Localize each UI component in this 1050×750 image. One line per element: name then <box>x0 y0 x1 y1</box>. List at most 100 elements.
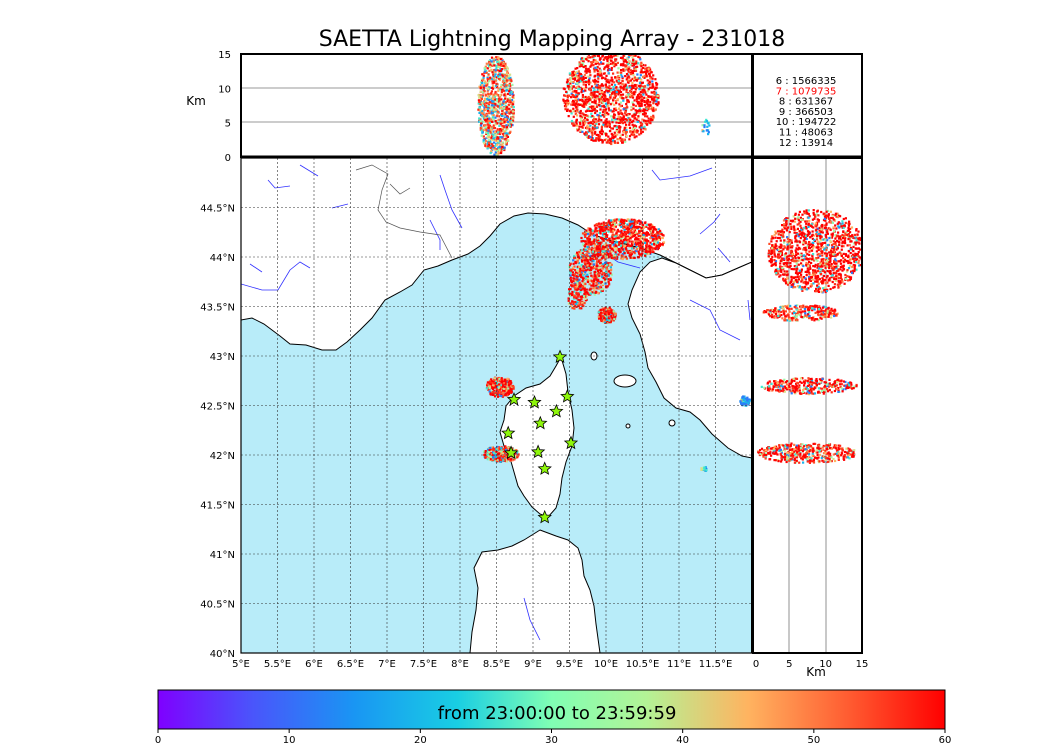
lightning-source <box>615 218 618 221</box>
lightning-source <box>622 88 625 91</box>
lightning-source <box>592 286 595 290</box>
lightning-source <box>496 105 499 108</box>
lightning-source <box>589 74 592 77</box>
lightning-source <box>509 76 512 79</box>
lightning-source <box>601 238 604 241</box>
lightning-source <box>619 116 622 119</box>
lightning-source <box>496 445 499 448</box>
lightning-source <box>620 87 623 90</box>
lightning-source <box>586 135 589 139</box>
lightning-source <box>611 80 614 83</box>
map-x-tick-label: 6°E <box>305 659 323 670</box>
lightning-source <box>847 261 850 265</box>
lightning-source <box>598 246 601 249</box>
lightning-source <box>632 225 636 228</box>
lightning-source <box>657 228 660 231</box>
lightning-source <box>638 56 641 59</box>
lightning-source <box>593 239 596 242</box>
lightning-source <box>641 130 644 133</box>
lightning-source <box>602 84 605 87</box>
lightning-source <box>656 248 659 251</box>
lightning-source <box>578 63 581 66</box>
lightning-source <box>620 254 623 257</box>
lightning-source <box>579 252 583 255</box>
lightning-source <box>493 451 496 455</box>
lightning-source <box>611 136 614 139</box>
lightning-source <box>483 128 486 132</box>
lightning-source <box>613 237 616 240</box>
lightning-source <box>629 69 632 72</box>
lightning-source <box>485 100 488 103</box>
lightning-source <box>615 88 618 91</box>
lightning-source <box>641 247 644 250</box>
lightning-source <box>563 94 566 97</box>
lightning-source <box>590 121 593 124</box>
lightning-source <box>604 246 607 249</box>
lightning-source <box>601 283 604 286</box>
lightning-source <box>618 249 621 252</box>
lightning-source <box>596 103 599 106</box>
lightning-source <box>601 124 604 128</box>
lightning-source <box>574 304 577 307</box>
lightning-source <box>578 307 581 310</box>
lightning-source <box>623 249 626 252</box>
lightning-source <box>576 86 579 89</box>
lightning-source <box>492 60 495 63</box>
lightning-source <box>488 449 491 452</box>
lightning-source <box>620 233 623 236</box>
lightning-source <box>610 142 613 146</box>
lightning-source <box>584 76 587 79</box>
lightning-source <box>824 235 827 238</box>
lightning-source <box>502 447 505 451</box>
lightning-source <box>598 314 601 317</box>
lightning-source <box>576 105 579 108</box>
lightning-source <box>489 92 493 95</box>
lightning-source <box>580 240 583 243</box>
lightning-source <box>633 64 636 67</box>
lightning-source <box>637 244 641 247</box>
lightning-source <box>617 107 621 110</box>
lightning-source <box>608 81 611 84</box>
lightning-source <box>592 60 595 63</box>
lightning-source <box>511 124 514 127</box>
lightning-source <box>654 108 657 111</box>
lightning-source <box>578 256 581 260</box>
lightning-source <box>592 248 595 252</box>
lightning-source <box>582 77 585 80</box>
lightning-source <box>606 254 609 257</box>
lightning-source <box>478 85 481 88</box>
lightning-source <box>599 71 602 74</box>
lightning-source <box>499 63 502 66</box>
lightning-source <box>585 103 588 106</box>
lightning-source <box>625 126 628 129</box>
lightning-source <box>639 242 642 245</box>
lightning-source <box>639 71 642 74</box>
lightning-source <box>604 105 607 108</box>
lightning-source <box>606 223 609 226</box>
lightning-source <box>595 122 598 125</box>
lightning-source <box>826 229 829 232</box>
lightning-source <box>609 228 612 232</box>
lightning-source <box>575 118 578 121</box>
lightning-source <box>636 233 639 236</box>
lightning-source <box>609 252 612 255</box>
lightning-source <box>487 127 490 130</box>
lightning-source <box>569 87 572 90</box>
lightning-source <box>650 107 653 110</box>
lightning-source <box>584 114 587 117</box>
lightning-source <box>594 98 597 101</box>
lightning-source <box>597 252 600 256</box>
lightning-source <box>488 138 491 141</box>
lightning-source <box>621 221 624 224</box>
lightning-source <box>613 311 616 314</box>
lightning-source <box>592 285 595 288</box>
lightning-source <box>486 383 489 386</box>
lightning-source <box>498 139 501 142</box>
lightning-source <box>644 253 647 256</box>
lightning-source <box>501 74 504 77</box>
lightning-source <box>595 94 598 97</box>
lightning-source <box>597 54 600 57</box>
lightning-source <box>490 144 493 148</box>
lightning-source <box>507 107 510 110</box>
lightning-source <box>625 96 628 99</box>
